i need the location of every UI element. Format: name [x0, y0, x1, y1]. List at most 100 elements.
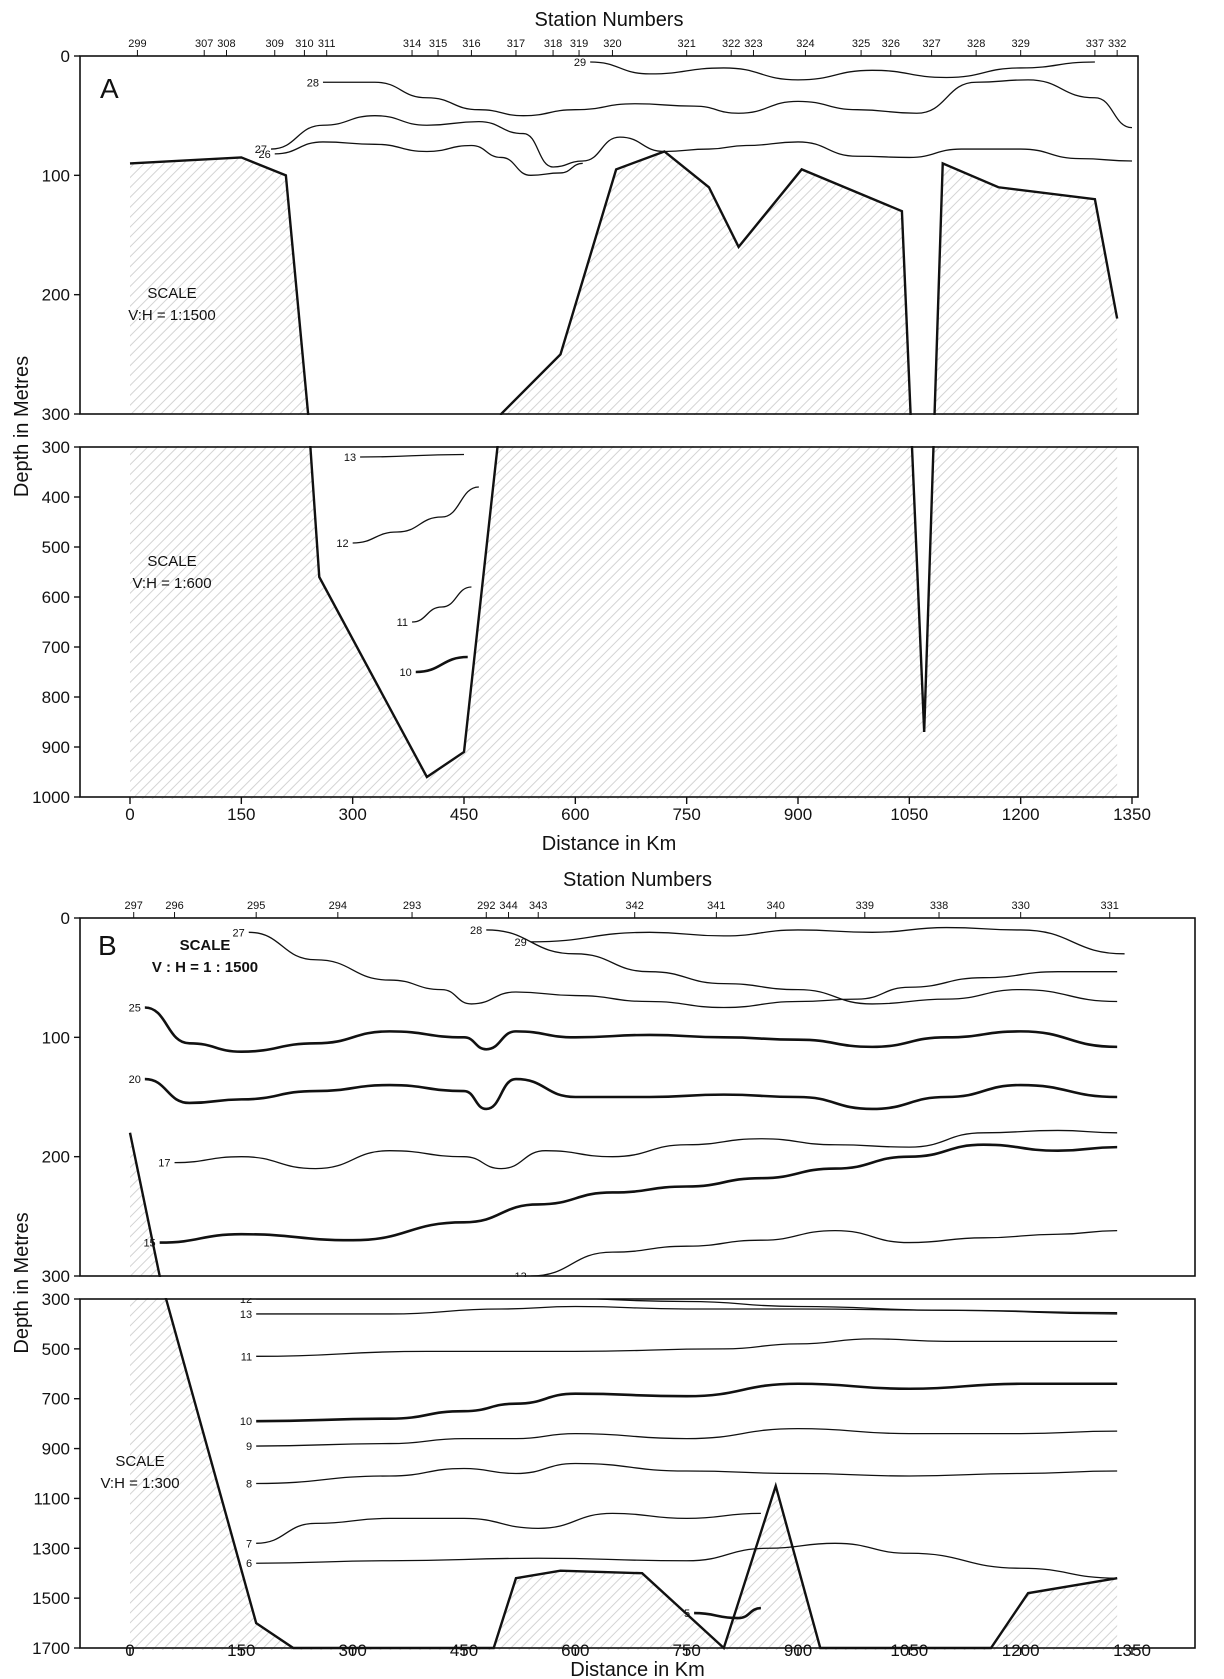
isotherm-label: 28	[470, 925, 482, 937]
station-label: 309	[266, 38, 284, 50]
upper-isotherms	[144, 926, 1125, 1276]
x-tick-label: 600	[561, 805, 589, 824]
station-label: 332	[1108, 38, 1126, 50]
x-axis-title: Distance in Km	[570, 1659, 705, 1679]
scale-ratio: V : H = 1 : 1500	[152, 959, 258, 976]
station-label: 331	[1101, 900, 1119, 912]
isotherm-27	[248, 931, 1118, 1009]
isotherm-12	[352, 486, 479, 544]
y-tick-label: 900	[42, 738, 70, 757]
y-tick-label: 500	[42, 1340, 70, 1359]
station-label: 327	[922, 38, 940, 50]
isotherm-label: 7	[246, 1538, 252, 1550]
isotherm-29	[590, 61, 1095, 81]
station-label: 325	[852, 38, 870, 50]
y-tick-label: 1300	[32, 1539, 70, 1558]
isotherm-label: 13	[240, 1309, 252, 1321]
station-label: 295	[247, 900, 265, 912]
isotherm-label: 27	[255, 144, 267, 156]
station-label: 316	[462, 38, 480, 50]
isotherm-label: 20	[129, 1074, 141, 1086]
station-label: 310	[295, 38, 313, 50]
y-tick-label: 300	[42, 1290, 70, 1309]
station-label: 328	[967, 38, 985, 50]
isotherm-11	[412, 586, 472, 623]
station-label: 314	[403, 38, 421, 50]
y-tick-label: 100	[42, 166, 70, 185]
sea-bottom	[128, 1132, 1118, 1651]
station-label: 339	[856, 900, 874, 912]
y-tick-label: 100	[42, 1028, 70, 1047]
isotherm-label: 25	[129, 1003, 141, 1015]
isotherm-13	[360, 453, 465, 458]
section-gap	[78, 1277, 1197, 1298]
station-label: 342	[626, 900, 644, 912]
isotherm-10	[415, 655, 468, 674]
isotherm-label: 11	[397, 617, 408, 629]
station-label: 293	[403, 900, 421, 912]
isotherm-17	[174, 1129, 1118, 1170]
isotherm-7	[256, 1512, 761, 1544]
isotherm-13	[256, 1305, 1118, 1315]
isotherm-20	[144, 1077, 1118, 1111]
isotherm-11	[256, 1338, 1118, 1357]
station-label: 324	[796, 38, 814, 50]
isotherm-12	[256, 1299, 1118, 1315]
station-label: 294	[329, 900, 347, 912]
station-label: 320	[603, 38, 621, 50]
scale-label: SCALE	[180, 937, 231, 954]
station-label: 321	[677, 38, 695, 50]
isotherm-8	[256, 1462, 1118, 1485]
y-tick-label: 0	[61, 909, 70, 928]
isotherm-label: 26	[258, 149, 270, 161]
y-tick-label: 200	[42, 1148, 70, 1167]
x-tick-label: 1050	[890, 1641, 928, 1660]
y-tick-label: 300	[42, 405, 70, 424]
y-tick-label: 1000	[32, 788, 70, 807]
station-label: 308	[217, 38, 235, 50]
isotherm-29	[530, 926, 1125, 955]
isotherm-label: 29	[515, 937, 527, 949]
isotherm-label: 6	[246, 1558, 252, 1570]
station-numbers-title: Station Numbers	[563, 869, 712, 891]
x-tick-label: 0	[125, 805, 134, 824]
y-tick-label: 200	[42, 286, 70, 305]
station-label: 307	[195, 38, 213, 50]
y-tick-label: 500	[42, 538, 70, 557]
x-tick-label: 0	[125, 1641, 134, 1660]
station-numbers-title: Station Numbers	[535, 9, 684, 31]
isotherm-15	[159, 1143, 1118, 1244]
x-tick-label: 450	[450, 1641, 478, 1660]
station-label: 317	[507, 38, 525, 50]
station-label: 329	[1011, 38, 1029, 50]
isotherm-6	[256, 1542, 1118, 1579]
panel-label: A	[100, 73, 119, 104]
isotherm-label: 27	[233, 927, 245, 939]
panel-a: Station Numbers Distance in Km Depth in Me…	[11, 9, 1151, 855]
y-tick-label: 1500	[32, 1589, 70, 1608]
isotherm-13	[530, 1229, 1118, 1276]
station-label: 338	[930, 900, 948, 912]
y-tick-label: 0	[61, 47, 70, 66]
x-tick-label: 300	[338, 1641, 366, 1660]
y-tick-label: 700	[42, 1390, 70, 1409]
x-tick-label: 300	[338, 805, 366, 824]
x-tick-label: 150	[227, 805, 255, 824]
station-label: 296	[165, 900, 183, 912]
panel-b: Station Numbers Distance in Km Depth in Me…	[11, 869, 1197, 1679]
station-label: 323	[744, 38, 762, 50]
x-tick-label: 900	[784, 805, 812, 824]
station-label: 326	[882, 38, 900, 50]
isotherm-label: 28	[307, 77, 319, 89]
station-label: 297	[125, 900, 143, 912]
sea-bottom-line	[128, 1132, 1118, 1651]
panel-label: B	[98, 930, 117, 961]
isotherm-label: 10	[400, 667, 412, 679]
y-tick-label: 1700	[32, 1639, 70, 1658]
upper-isotherms	[271, 61, 1133, 176]
y-tick-label: 800	[42, 688, 70, 707]
isotherm-label: 29	[574, 57, 586, 69]
lower-isotherms	[352, 453, 479, 674]
isotherm-26	[274, 141, 583, 176]
